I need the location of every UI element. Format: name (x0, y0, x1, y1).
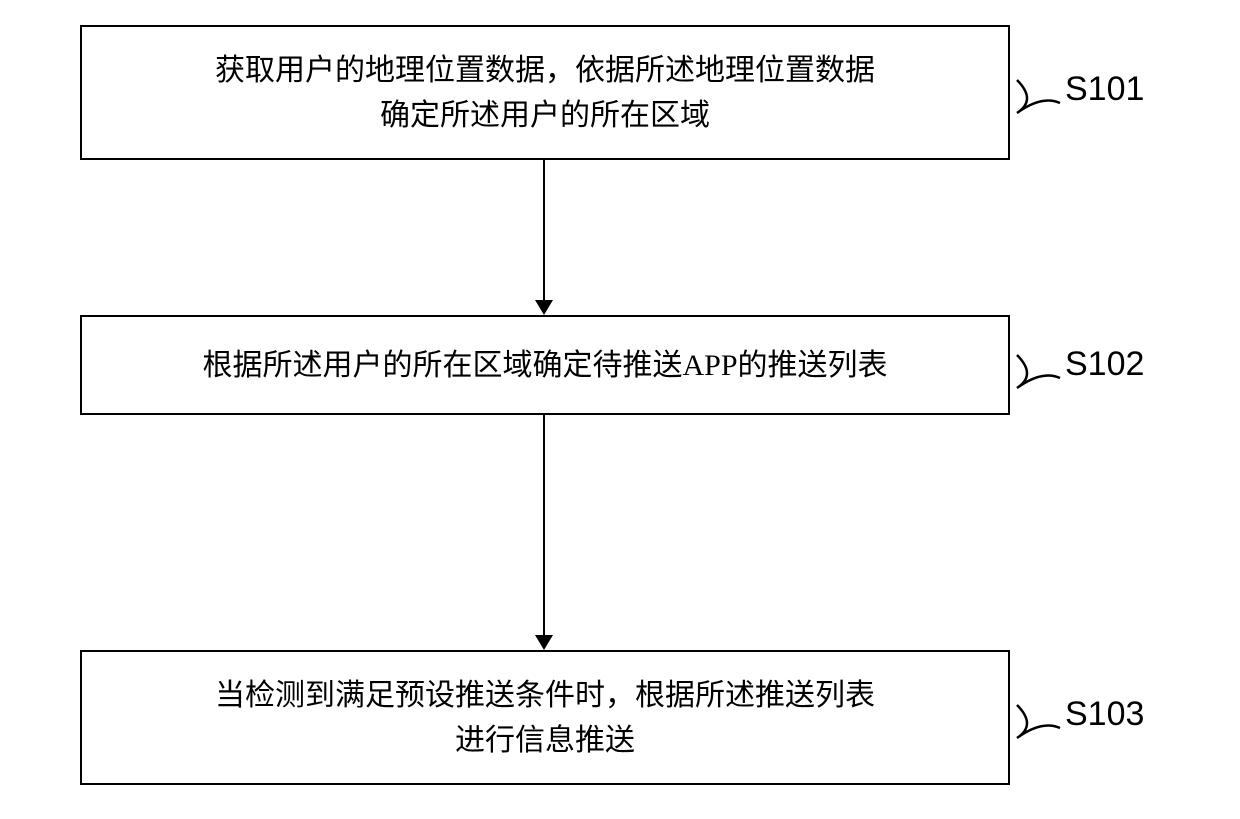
step-box-s102: 根据所述用户的所在区域确定待推送APP的推送列表 (80, 315, 1010, 415)
step-box-s101: 获取用户的地理位置数据，依据所述地理位置数据 确定所述用户的所在区域 (80, 25, 1010, 160)
connector-curve-s101 (1012, 75, 1062, 115)
connector-curve-s102 (1012, 350, 1062, 390)
step-box-s103: 当检测到满足预设推送条件时，根据所述推送列表 进行信息推送 (80, 650, 1010, 785)
step-text-line: 获取用户的地理位置数据，依据所述地理位置数据 (215, 48, 875, 93)
step-text-line: 进行信息推送 (455, 718, 635, 763)
step-label-s101: S101 (1065, 70, 1144, 109)
arrow-head-s101-s102 (535, 300, 553, 315)
step-text-line: 根据所述用户的所在区域确定待推送APP的推送列表 (202, 343, 887, 388)
step-text-line: 确定所述用户的所在区域 (380, 93, 710, 138)
arrow-head-s102-s103 (535, 635, 553, 650)
connector-curve-s103 (1012, 700, 1062, 740)
step-label-s102: S102 (1065, 345, 1144, 384)
arrow-s101-s102 (543, 160, 545, 305)
step-text-line: 当检测到满足预设推送条件时，根据所述推送列表 (215, 673, 875, 718)
step-label-s103: S103 (1065, 695, 1144, 734)
arrow-s102-s103 (543, 415, 545, 640)
